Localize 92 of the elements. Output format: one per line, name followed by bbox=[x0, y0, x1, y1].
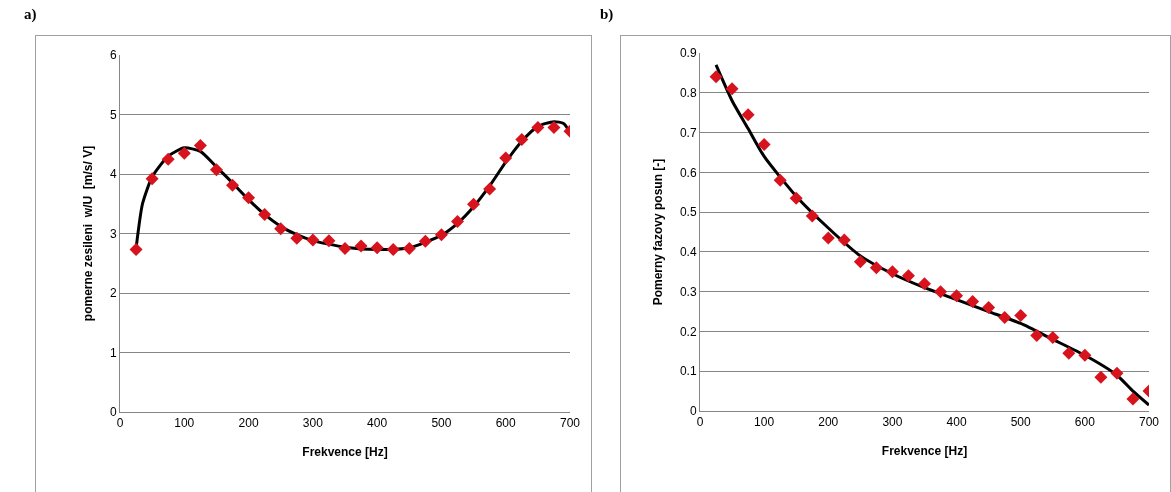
y-axis-title: pomerne zesileni w/U [m/s/ V] bbox=[81, 145, 96, 322]
x-tick-label: 500 bbox=[431, 416, 452, 431]
line-series bbox=[714, 63, 1149, 407]
point bbox=[451, 215, 464, 229]
point bbox=[725, 82, 739, 96]
y-tick-label: 0.9 bbox=[679, 46, 697, 61]
point bbox=[1062, 346, 1076, 360]
point bbox=[242, 191, 256, 205]
point bbox=[161, 152, 175, 166]
point bbox=[1110, 366, 1124, 380]
x-tick-label: 400 bbox=[367, 416, 388, 431]
point bbox=[1094, 370, 1108, 384]
point bbox=[1046, 330, 1060, 344]
point bbox=[306, 233, 320, 247]
y-tick-label: 4 bbox=[109, 167, 117, 182]
point bbox=[483, 182, 497, 196]
x-tick-label: 200 bbox=[818, 415, 839, 430]
y-tick-label: 2 bbox=[109, 286, 117, 301]
y-tick-label: 0 bbox=[109, 405, 117, 420]
point bbox=[290, 231, 304, 245]
point bbox=[998, 311, 1012, 325]
point bbox=[885, 265, 899, 279]
x-tick-label: 700 bbox=[1138, 415, 1160, 430]
point bbox=[434, 228, 448, 242]
point bbox=[418, 234, 432, 248]
point bbox=[773, 173, 787, 187]
chart-title: b) bbox=[600, 5, 614, 23]
point bbox=[821, 231, 835, 245]
y-tick-label: 6 bbox=[109, 48, 117, 63]
point bbox=[193, 138, 207, 152]
point bbox=[918, 277, 931, 291]
point bbox=[982, 301, 996, 315]
point bbox=[467, 197, 481, 211]
point bbox=[1014, 309, 1028, 323]
chart-title: a) bbox=[24, 5, 37, 23]
point bbox=[370, 241, 384, 255]
point bbox=[499, 151, 513, 165]
y-tick-label: 5 bbox=[109, 107, 117, 122]
y-tick-label: 1 bbox=[109, 345, 117, 360]
point bbox=[709, 70, 723, 84]
y-tick-label: 0.3 bbox=[679, 284, 697, 299]
x-tick-label: 300 bbox=[882, 415, 903, 430]
x-tick-label: 400 bbox=[946, 415, 967, 430]
point bbox=[934, 285, 948, 299]
x-axis-title: Frekvence [Hz] bbox=[302, 445, 388, 460]
point bbox=[322, 234, 336, 248]
point bbox=[1126, 392, 1140, 406]
point bbox=[837, 233, 851, 247]
y-tick-label: 3 bbox=[109, 226, 117, 241]
point bbox=[177, 146, 191, 160]
y-tick-label: 0.1 bbox=[679, 364, 697, 379]
x-tick-label: 500 bbox=[1010, 415, 1032, 430]
point bbox=[515, 132, 529, 146]
point bbox=[1078, 348, 1092, 362]
x-tick-label: 100 bbox=[174, 416, 195, 431]
x-tick-label: 100 bbox=[754, 415, 775, 430]
point bbox=[274, 222, 288, 236]
point bbox=[547, 121, 561, 135]
point bbox=[757, 137, 771, 151]
x-tick-label: 600 bbox=[495, 416, 517, 431]
point bbox=[402, 241, 416, 255]
y-tick-label: 0.7 bbox=[679, 125, 697, 140]
point bbox=[386, 243, 400, 257]
y-tick-label: 0.2 bbox=[679, 324, 697, 339]
point bbox=[950, 289, 964, 303]
point bbox=[145, 172, 159, 186]
point bbox=[531, 121, 545, 135]
point bbox=[966, 295, 980, 309]
point bbox=[258, 207, 272, 221]
x-tick-label: 200 bbox=[238, 416, 259, 431]
y-tick-label: 0 bbox=[689, 404, 697, 419]
y-tick-label: 0.5 bbox=[679, 205, 697, 220]
y-axis-title: Pomerny fazovy posun [-] bbox=[651, 158, 666, 306]
x-axis-title: Frekvence [Hz] bbox=[881, 444, 968, 459]
y-tick-label: 0.4 bbox=[679, 245, 697, 260]
x-tick-label: 300 bbox=[302, 416, 324, 431]
point bbox=[853, 255, 867, 269]
point bbox=[1030, 328, 1044, 342]
y-tick-label: 0.6 bbox=[679, 165, 697, 180]
point bbox=[338, 241, 352, 255]
point bbox=[129, 243, 143, 257]
point bbox=[901, 269, 915, 283]
point bbox=[789, 191, 803, 205]
point bbox=[805, 209, 819, 223]
point bbox=[226, 178, 239, 192]
point bbox=[869, 261, 883, 275]
point bbox=[209, 163, 223, 177]
point bbox=[741, 108, 755, 122]
x-tick-label: 700 bbox=[559, 416, 581, 431]
point bbox=[354, 239, 368, 253]
x-tick-label: 600 bbox=[1074, 415, 1096, 430]
y-tick-label: 0.8 bbox=[679, 85, 697, 100]
